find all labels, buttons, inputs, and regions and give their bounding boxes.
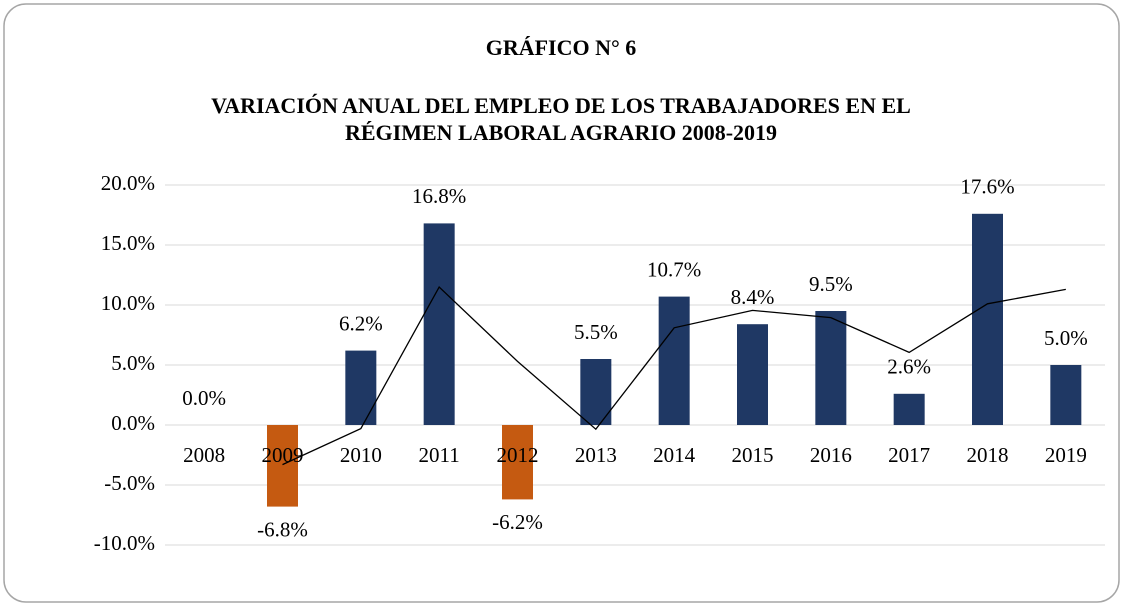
- data-label: 9.5%: [809, 272, 853, 296]
- y-tick-label: 5.0%: [111, 351, 155, 375]
- x-tick-label: 2018: [967, 443, 1009, 467]
- y-tick-label: 10.0%: [101, 291, 155, 315]
- bar: [658, 296, 690, 425]
- data-label: 17.6%: [960, 175, 1014, 199]
- y-tick-label: 20.0%: [101, 171, 155, 195]
- bar: [737, 324, 768, 425]
- x-tick-label: 2012: [497, 443, 539, 467]
- y-tick-label: -5.0%: [104, 471, 155, 495]
- x-tick-label: 2015: [732, 443, 774, 467]
- trend-line: [282, 285, 1066, 466]
- y-tick-label: -10.0%: [94, 531, 155, 555]
- bar: [267, 425, 298, 507]
- x-tick-label: 2016: [810, 443, 852, 467]
- data-label: 0.0%: [182, 386, 226, 410]
- x-tick-label: 2019: [1045, 443, 1087, 467]
- data-label: 5.0%: [1044, 326, 1088, 350]
- bar: [502, 425, 533, 500]
- data-label: 8.4%: [731, 285, 775, 309]
- x-tick-label: 2013: [575, 443, 617, 467]
- bar: [580, 359, 612, 425]
- bar: [345, 350, 377, 425]
- chart-subtitle: RÉGIMEN LABORAL AGRARIO 2008-2019: [345, 120, 777, 145]
- x-tick-label: 2010: [340, 443, 382, 467]
- data-label: -6.2%: [492, 510, 543, 534]
- data-label: 10.7%: [647, 257, 701, 281]
- chart-subtitle: VARIACIÓN ANUAL DEL EMPLEO DE LOS TRABAJ…: [211, 93, 911, 118]
- x-tick-label: 2017: [888, 443, 930, 467]
- x-tick-label: 2008: [183, 443, 225, 467]
- bar: [1050, 365, 1082, 425]
- data-label: 6.2%: [339, 311, 383, 335]
- bar: [893, 393, 925, 425]
- data-label: 2.6%: [887, 355, 931, 379]
- bar: [815, 311, 847, 425]
- chart-title: GRÁFICO N° 6: [486, 35, 637, 60]
- x-tick-label: 2014: [653, 443, 696, 467]
- y-tick-label: 0.0%: [111, 411, 155, 435]
- x-tick-label: 2009: [262, 443, 304, 467]
- data-label: 5.5%: [574, 320, 618, 344]
- bar: [423, 223, 455, 425]
- y-tick-label: 15.0%: [101, 231, 155, 255]
- data-label: 16.8%: [412, 184, 466, 208]
- data-label: -6.8%: [257, 517, 308, 541]
- bar: [972, 213, 1003, 425]
- x-tick-label: 2011: [419, 443, 460, 467]
